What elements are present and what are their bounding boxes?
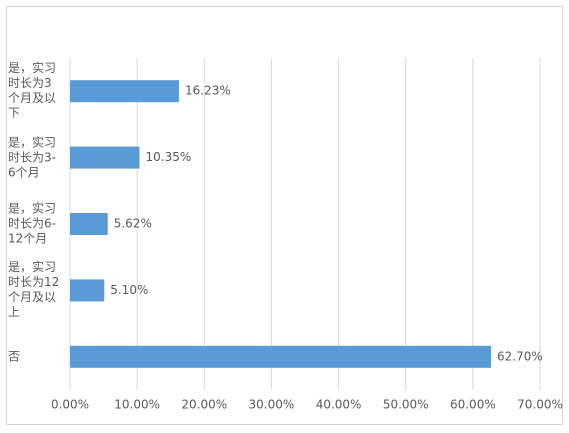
value-label: 16.23% (185, 84, 231, 98)
bar (70, 213, 108, 235)
x-tick-label: 40.00% (316, 398, 362, 412)
y-tick-label: 否 (8, 349, 21, 364)
y-tick-label: 是，实习时长为3-6个月 (8, 135, 57, 180)
x-tick-label: 70.00% (517, 398, 563, 412)
bar (70, 146, 140, 169)
bar (70, 80, 179, 103)
value-label: 10.35% (145, 150, 191, 164)
bar (70, 345, 491, 368)
y-tick-label: 是，实习时长为3个月及以下 (8, 61, 57, 121)
chart-border (6, 6, 563, 425)
x-tick-label: 0.00% (51, 398, 89, 412)
y-tick-label: 是，实习时长为12个月及以上 (8, 260, 60, 320)
x-tick-label: 50.00% (383, 398, 429, 412)
value-label: 5.10% (110, 283, 148, 297)
x-tick-label: 60.00% (450, 398, 496, 412)
value-label: 5.62% (114, 217, 152, 231)
bar (70, 279, 105, 302)
y-tick-label: 是，实习时长为6-12个月 (8, 201, 57, 246)
x-tick-label: 30.00% (249, 398, 295, 412)
x-tick-label: 20.00% (181, 398, 227, 412)
value-label: 62.70% (497, 349, 543, 363)
x-tick-label: 10.00% (114, 398, 160, 412)
